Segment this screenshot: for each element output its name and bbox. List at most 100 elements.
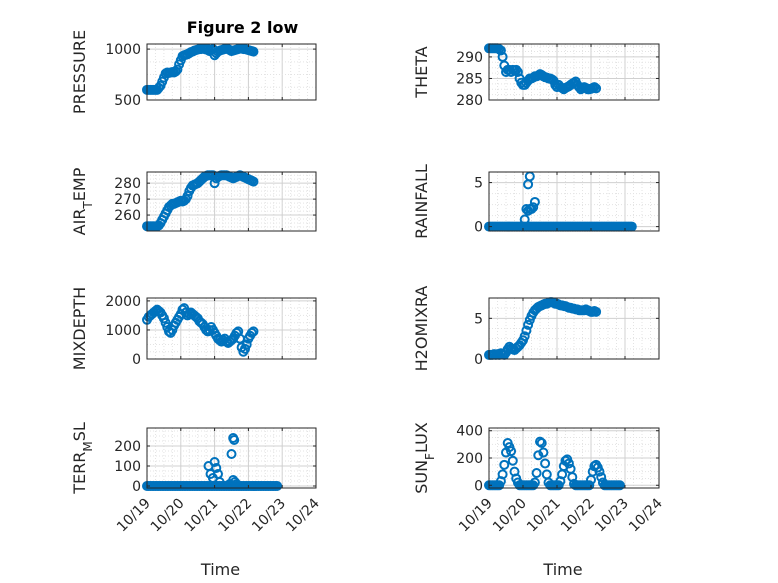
y-tick-label: 270 — [114, 192, 141, 208]
data-point — [594, 466, 605, 477]
data-point — [497, 469, 508, 480]
data-point — [591, 83, 602, 94]
x-tick-label: 10/23 — [592, 496, 632, 536]
y-axis-label-main: RAINFALL — [412, 164, 431, 239]
data-point — [248, 326, 259, 337]
data-point — [519, 331, 530, 342]
axes-box — [146, 427, 317, 489]
axes-box — [488, 43, 660, 101]
data-point — [524, 203, 535, 214]
data-point — [241, 339, 252, 350]
data-point — [211, 463, 222, 473]
y-tick-label: 200 — [456, 451, 483, 467]
y-tick-label: 5 — [474, 176, 483, 192]
y-axis-label-suffix: SL — [70, 422, 89, 441]
y-tick-label: 0 — [474, 478, 483, 494]
data-point — [214, 477, 225, 487]
data-point — [214, 335, 225, 346]
data-point — [535, 436, 545, 447]
y-axis-label: THETA — [412, 46, 431, 98]
y-tick-label: 0 — [474, 220, 483, 236]
y-tick-label: 0 — [132, 352, 141, 368]
y-tick-label: 280 — [114, 176, 141, 192]
y-tick-label: 5 — [474, 311, 483, 327]
y-tick-label: 260 — [114, 208, 141, 224]
data-point — [248, 176, 259, 187]
data-point — [521, 325, 532, 336]
data-point — [506, 446, 517, 457]
data-point — [536, 438, 547, 448]
x-tick-label: 10/23 — [249, 496, 289, 536]
data-point — [512, 67, 523, 77]
subplot-2: 280 285 290 THETA — [412, 43, 660, 109]
y-tick-label: 0 — [132, 479, 141, 495]
axes-box — [488, 171, 660, 232]
y-tick-label: 290 — [456, 50, 483, 66]
x-tick-label: 10/22 — [558, 496, 598, 536]
data-point — [507, 455, 518, 466]
y-axis-label: AIRTEMP — [70, 167, 95, 235]
y-axis-label-main: AIR — [70, 209, 89, 236]
x-tick-label: 10/21 — [524, 496, 564, 536]
y-axis-label-main: SUN — [412, 460, 431, 494]
y-tick-label: 285 — [456, 71, 483, 87]
data-point — [538, 447, 549, 458]
data-point — [584, 480, 595, 491]
axes-box — [146, 43, 317, 101]
y-axis-label: TERRMSL — [70, 422, 95, 495]
data-point — [529, 477, 540, 488]
y-axis-label-main: H2OMIXRA — [412, 286, 431, 372]
subplot-1: 500 1000 PRESSURE Figure 2 low — [70, 18, 317, 114]
y-tick-label: 500 — [114, 93, 141, 109]
y-axis-label-subscript: F — [423, 453, 437, 460]
x-axis-label: Time — [200, 560, 240, 579]
axes-box — [488, 297, 660, 360]
data-point — [563, 458, 574, 469]
data-point — [614, 480, 625, 491]
data-point — [529, 196, 540, 207]
y-tick-label: 100 — [114, 459, 141, 475]
data-point — [596, 472, 607, 483]
y-tick-label: 280 — [456, 93, 483, 109]
y-axis-label: RAINFALL — [412, 164, 431, 239]
data-point — [150, 306, 161, 317]
data-point — [182, 190, 193, 201]
axes-box — [146, 297, 317, 360]
data-point — [248, 46, 259, 57]
data-point — [229, 477, 240, 487]
y-axis-label: SUNFLUX — [412, 422, 437, 494]
y-axis-label-main: TERR — [70, 452, 89, 495]
y-axis-label-main: THETA — [412, 46, 431, 98]
y-axis-label: PRESSURE — [70, 30, 89, 114]
data-point — [540, 458, 551, 469]
data-point — [272, 481, 283, 491]
chart-title: Figure 2 low — [187, 18, 299, 37]
data-point — [172, 64, 183, 75]
y-tick-label: 2000 — [105, 294, 141, 310]
y-axis-label-main: PRESSURE — [70, 30, 89, 114]
subplot-5: 0 1000 2000 MIXDEPTH — [70, 287, 317, 370]
x-tick-label: 10/24 — [283, 495, 323, 535]
y-axis-label-main: MIXDEPTH — [70, 287, 89, 370]
data-point — [246, 327, 257, 338]
data-point — [533, 450, 544, 461]
data-point — [229, 435, 240, 445]
data-point — [531, 468, 542, 478]
y-tick-label: 1000 — [105, 42, 141, 58]
data-point — [591, 306, 602, 317]
x-tick-label: 10/21 — [182, 496, 222, 536]
x-tick-label: 10/24 — [626, 495, 666, 535]
axes-box — [146, 171, 317, 232]
data-point — [523, 205, 534, 216]
subplot-6: 0 5 H2OMIXRA — [412, 286, 660, 372]
data-point — [499, 459, 510, 470]
x-tick-label: 10/20 — [148, 496, 188, 536]
data-point — [226, 449, 237, 459]
data-point — [511, 64, 522, 75]
y-tick-label: 200 — [114, 439, 141, 455]
y-tick-label: 1000 — [105, 323, 141, 339]
